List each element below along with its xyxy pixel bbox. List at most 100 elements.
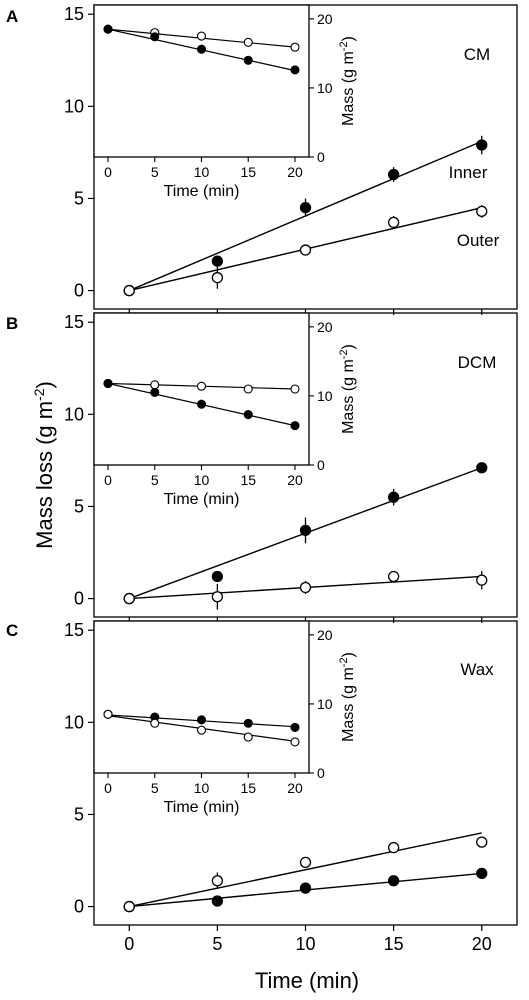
panel-a-ytick-label: 10 (64, 96, 84, 116)
panel-c-xtick-label: 15 (384, 934, 404, 954)
panel-a-inset-xtick-label: 5 (151, 164, 159, 180)
panel-c-inset-xtick-label: 10 (194, 780, 210, 796)
panel-c-point-open (387, 841, 400, 854)
panel-a-point-filled (211, 255, 224, 267)
panel-a-inset-point-filled (290, 65, 300, 75)
panel-c-point-filled (387, 875, 400, 887)
panel-a-point-open (123, 284, 135, 297)
panel-a-point-filled (387, 168, 400, 181)
panel-b-inset-point-open (150, 380, 160, 390)
panel-b-point-filled (476, 462, 488, 474)
panel-c-inset-point-filled (243, 718, 253, 728)
panel-c-ytick-label: 10 (64, 712, 84, 732)
series-label-inner: Inner (449, 163, 488, 182)
panel-b-point-open (211, 591, 224, 603)
panel-a-inset-ytick-label: 20 (317, 11, 333, 27)
panel-a-inset-x-title: Time (min) (164, 183, 240, 200)
panel-b-inset-point-filled (243, 410, 253, 420)
panel-c-inset-ytick-label: 0 (317, 765, 325, 781)
panel-c-point-open (211, 875, 224, 887)
panel-b-inset-xtick-label: 10 (194, 472, 210, 488)
panel-label-a: A (6, 7, 18, 26)
panel-b-point-open (387, 570, 400, 583)
panel-b-point-filled (211, 570, 224, 583)
panel-c-point-open (476, 836, 488, 848)
panel-a-point-filled (299, 202, 312, 214)
panel-b-point-open (123, 592, 135, 605)
panel-a-inset-xtick-label: 15 (240, 164, 256, 180)
panel-a-inset-frame (93, 4, 310, 158)
panel-c-point-open (299, 856, 312, 869)
panel-a-inset-ytick-label: 0 (317, 149, 325, 165)
panel-c-inset-point-open (150, 718, 160, 728)
panel-a-point-open (299, 244, 312, 256)
panel-a-ytick-label: 15 (64, 4, 84, 24)
panel-a-point-open (476, 205, 488, 218)
panel-a-inset-xtick-label: 20 (287, 164, 303, 180)
panel-b-inset-point-filled (150, 387, 160, 398)
panel-c-xtick-label: 5 (212, 934, 222, 954)
panel-c-point-filled (211, 895, 224, 907)
panel-a-inset-point-filled (243, 55, 253, 65)
panel-b-inset-y-title: Mass (g m-2) (338, 344, 357, 434)
panel-a-tag: CM (464, 45, 490, 64)
panel-c-ytick-label: 0 (74, 897, 84, 917)
panel-c-inset-xtick-label: 0 (104, 780, 112, 796)
panel-c-inset-point-open (290, 737, 300, 747)
panel-b-inset-point-open (290, 384, 300, 394)
panel-c-inset-xtick-label: 20 (287, 780, 303, 796)
panel-a-inset-point-open (290, 42, 300, 52)
panel-b-inset-ytick-label: 10 (317, 388, 333, 404)
panel-b-point-open (476, 574, 488, 586)
panel-c-point-open (123, 900, 135, 913)
panel-a-ytick-label: 0 (74, 281, 84, 301)
panel-a-inset-ytick-label: 10 (317, 80, 333, 96)
panel-c-xtick-label: 10 (295, 934, 315, 954)
panel-c-inset-frame (93, 620, 310, 774)
panel-c-inset-x-title: Time (min) (164, 799, 240, 816)
panel-a-inset-point-filled (150, 32, 160, 42)
panel-b-ytick-label: 0 (74, 589, 84, 609)
panel-b-inset-xtick-label: 15 (240, 472, 256, 488)
panel-c-inset-ytick-label: 20 (317, 627, 333, 643)
panel-b-inset-x-title: Time (min) (164, 491, 240, 508)
panel-b-inset-xtick-label: 5 (151, 472, 159, 488)
panel-b-tag: DCM (458, 353, 497, 372)
panel-b-point-filled (387, 491, 400, 503)
panel-c-inset-xtick-label: 15 (240, 780, 256, 796)
panel-a-inset-xtick-label: 0 (104, 164, 112, 180)
series-label-outer: Outer (457, 231, 500, 250)
panel-a-inset-y-title: Mass (g m-2) (338, 36, 357, 126)
panel-c-inset-point-open (103, 709, 113, 719)
panel-c-ytick-label: 15 (64, 620, 84, 640)
panel-b-ytick-label: 5 (74, 496, 84, 516)
panel-b-point-filled (299, 524, 312, 537)
panel-a-point-open (211, 272, 224, 284)
panel-label-c: C (6, 621, 18, 640)
panel-a-point-filled (476, 139, 488, 151)
panel-c-ytick-label: 5 (74, 804, 84, 824)
panel-a-inset-point-filled (103, 24, 113, 34)
panel-label-b: B (6, 314, 18, 333)
panel-c-inset-point-filled (290, 722, 300, 732)
panel-c-fit-open (129, 832, 482, 908)
panel-b-inset-xtick-label: 0 (104, 472, 112, 488)
panel-a-inset-point-filled (196, 44, 207, 54)
x-axis-title: Time (min) (255, 968, 359, 993)
panel-c-inset-point-open (243, 732, 253, 742)
panel-b-inset-xtick-label: 20 (287, 472, 303, 488)
panel-c-xtick-label: 20 (472, 934, 492, 954)
panel-b-inset-point-filled (103, 378, 113, 389)
panel-c-inset-point-open (196, 725, 207, 735)
panel-c-inset-xtick-label: 5 (151, 780, 159, 796)
panel-b-inset-point-filled (196, 399, 207, 409)
panel-a-inset-point-open (196, 31, 207, 41)
panel-a-inset-xtick-label: 10 (194, 164, 210, 180)
panel-b-inset-ytick-label: 20 (317, 319, 333, 335)
panel-b-point-open (299, 581, 312, 594)
panel-b-inset-point-filled (290, 421, 300, 431)
panel-b-inset-point-open (243, 384, 253, 394)
panel-c-xtick-label: 0 (124, 934, 134, 954)
panel-b-inset-point-open (196, 381, 207, 391)
